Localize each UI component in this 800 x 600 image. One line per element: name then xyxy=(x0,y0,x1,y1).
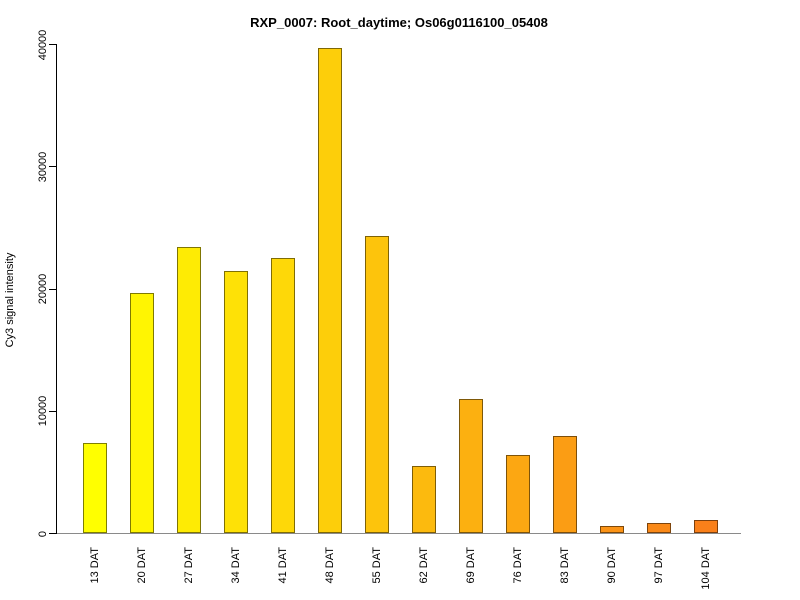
y-axis-tick xyxy=(49,410,56,412)
y-axis-title-text: Cy3 signal intensity xyxy=(4,252,16,348)
y-axis-tick-label-text: 30000 xyxy=(37,151,49,183)
bar-27-dat xyxy=(176,246,201,533)
x-axis-label-text: 34 DAT xyxy=(229,547,242,584)
x-axis-label-text: 48 DAT xyxy=(323,547,336,584)
x-axis-label-text: 27 DAT xyxy=(182,547,195,584)
bar-34-dat xyxy=(223,271,248,533)
y-axis-tick-label-text: 0 xyxy=(37,530,49,537)
bar-83-dat xyxy=(552,436,577,533)
bar-97-dat xyxy=(646,523,671,533)
y-axis-tick-label-text: 10000 xyxy=(37,395,49,427)
bar-41-dat xyxy=(270,257,295,533)
y-axis-tick xyxy=(49,288,56,290)
x-axis-label-text: 97 DAT xyxy=(652,547,665,584)
y-axis-line xyxy=(56,44,57,534)
x-axis-label-text: 69 DAT xyxy=(464,547,477,584)
x-axis-label-text: 13 DAT xyxy=(88,547,101,584)
bar-13-dat xyxy=(82,442,107,533)
bar-90-dat xyxy=(599,526,624,533)
bar-76-dat xyxy=(505,454,530,533)
x-axis-label-text: 83 DAT xyxy=(558,547,571,584)
y-axis-tick xyxy=(49,166,56,168)
x-axis-label-text: 76 DAT xyxy=(511,547,524,584)
x-axis-label-text: 90 DAT xyxy=(605,547,618,584)
x-axis-label-text: 41 DAT xyxy=(276,547,289,584)
bar-55-dat xyxy=(364,235,389,533)
bar-20-dat xyxy=(129,293,154,533)
x-axis-label-text: 104 DAT xyxy=(699,547,712,590)
y-axis-tick xyxy=(49,44,56,45)
x-axis-label-text: 55 DAT xyxy=(370,547,383,584)
bar-48-dat xyxy=(317,47,342,533)
y-axis-tick xyxy=(49,533,56,534)
x-axis-baseline xyxy=(57,532,741,534)
y-axis-tick-label-text: 20000 xyxy=(37,273,49,305)
bar-69-dat xyxy=(458,398,483,533)
bar-62-dat xyxy=(411,465,436,533)
bar-104-dat xyxy=(693,520,718,533)
x-axis-label-text: 20 DAT xyxy=(135,547,148,584)
y-axis-tick-label-text: 40000 xyxy=(37,29,49,60)
x-axis-label-text: 62 DAT xyxy=(417,547,430,584)
chart-title: RXP_0007: Root_daytime; Os06g0116100_054… xyxy=(250,15,548,30)
